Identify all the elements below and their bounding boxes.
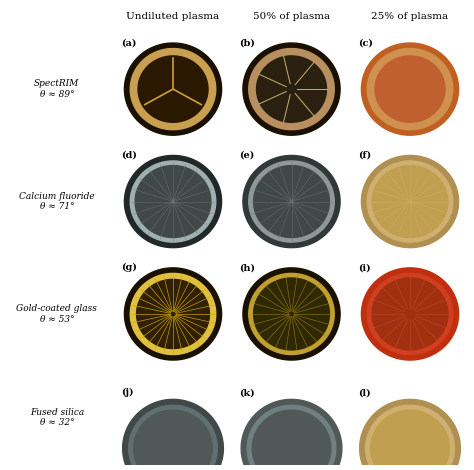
Polygon shape: [247, 405, 336, 470]
Polygon shape: [130, 274, 216, 354]
Text: 25% of plasma: 25% of plasma: [372, 12, 448, 21]
Polygon shape: [375, 56, 445, 122]
Text: Fused silica
θ ≈ 32°: Fused silica θ ≈ 32°: [30, 408, 84, 427]
Polygon shape: [254, 278, 329, 350]
Polygon shape: [371, 410, 449, 470]
Polygon shape: [256, 56, 327, 122]
Polygon shape: [125, 268, 221, 360]
Polygon shape: [243, 268, 340, 360]
Polygon shape: [366, 405, 454, 470]
Polygon shape: [243, 43, 340, 135]
Polygon shape: [243, 156, 340, 248]
Polygon shape: [130, 48, 216, 130]
Polygon shape: [134, 410, 212, 470]
Polygon shape: [249, 274, 334, 354]
Polygon shape: [367, 161, 453, 242]
Polygon shape: [249, 161, 334, 242]
Polygon shape: [252, 410, 331, 470]
Text: (g): (g): [121, 263, 137, 272]
Text: (b): (b): [239, 38, 255, 47]
Text: (c): (c): [358, 38, 373, 47]
Polygon shape: [135, 165, 211, 237]
Polygon shape: [360, 400, 460, 470]
Polygon shape: [254, 165, 329, 237]
Text: Gold-coated glass
θ ≈ 53°: Gold-coated glass θ ≈ 53°: [17, 304, 97, 324]
Polygon shape: [241, 400, 342, 470]
Polygon shape: [362, 268, 458, 360]
Text: (h): (h): [239, 263, 255, 272]
Text: (j): (j): [121, 388, 133, 397]
Polygon shape: [362, 156, 458, 248]
Text: Undiluted plasma: Undiluted plasma: [127, 12, 219, 21]
Polygon shape: [367, 274, 453, 354]
Text: SpectRIM
θ ≈ 89°: SpectRIM θ ≈ 89°: [34, 79, 80, 99]
Text: (i): (i): [358, 263, 371, 272]
Polygon shape: [125, 43, 221, 135]
Polygon shape: [129, 405, 217, 470]
Text: Calcium fluoride
θ ≈ 71°: Calcium fluoride θ ≈ 71°: [19, 192, 95, 211]
Polygon shape: [125, 156, 221, 248]
Text: (e): (e): [239, 151, 255, 160]
Polygon shape: [367, 48, 453, 130]
Text: (k): (k): [239, 388, 255, 397]
Polygon shape: [123, 400, 223, 470]
Text: (d): (d): [121, 151, 137, 160]
Text: (f): (f): [358, 151, 371, 160]
Polygon shape: [137, 279, 210, 349]
Polygon shape: [372, 278, 448, 350]
Polygon shape: [372, 165, 448, 237]
Polygon shape: [362, 43, 458, 135]
Text: 50% of plasma: 50% of plasma: [253, 12, 330, 21]
Text: (l): (l): [358, 388, 371, 397]
Polygon shape: [130, 161, 216, 242]
Polygon shape: [138, 56, 208, 122]
Polygon shape: [249, 48, 334, 130]
Text: (a): (a): [121, 38, 136, 47]
